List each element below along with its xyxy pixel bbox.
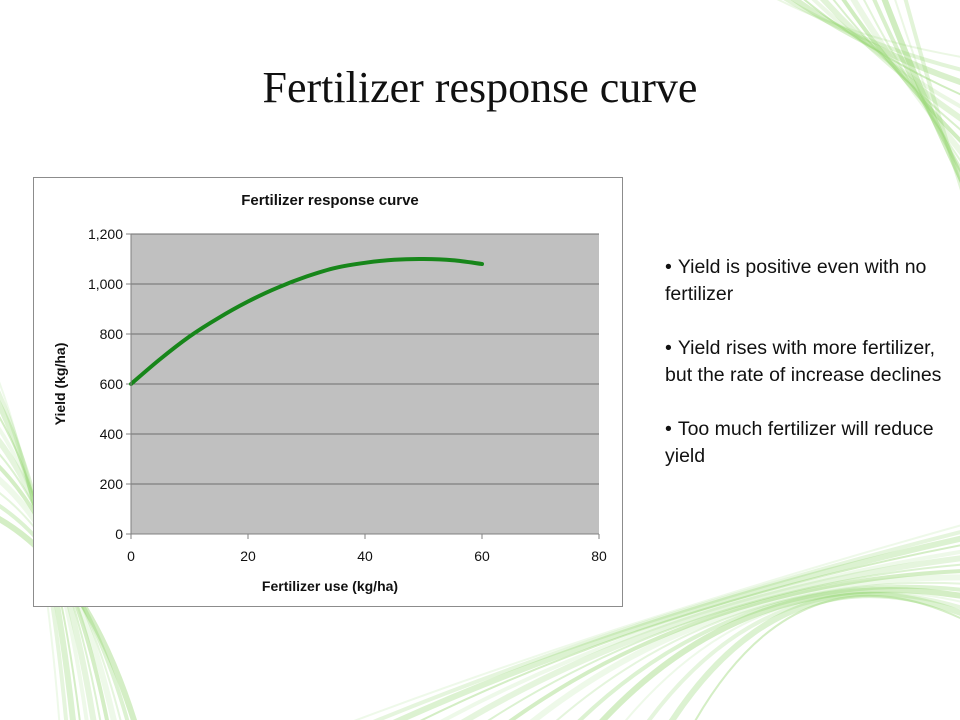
series-line xyxy=(129,256,484,386)
decor-bottom-right xyxy=(353,524,960,720)
decor-stroke xyxy=(353,524,960,720)
series-layer xyxy=(129,256,484,386)
decor-stroke xyxy=(460,555,960,720)
decor-stroke xyxy=(440,549,960,720)
decor-stroke xyxy=(783,0,960,72)
decor-stroke xyxy=(863,0,960,162)
y-tick-label: 800 xyxy=(100,326,124,342)
decor-stroke xyxy=(776,0,960,58)
bullet-item: • Too much fertilizer will reduce yield xyxy=(665,418,934,467)
decor-stroke xyxy=(894,0,960,184)
y-tick-label: 200 xyxy=(100,476,124,492)
y-tick-label: 0 xyxy=(115,526,123,542)
decor-stroke xyxy=(487,563,960,720)
bullet-text: Too much fertilizer will reduce yield xyxy=(665,418,934,467)
decor-stroke xyxy=(832,0,960,131)
decor-stroke xyxy=(508,569,960,720)
bullet-text: Yield is positive even with no fertilize… xyxy=(665,256,927,305)
y-tick-label: 1,000 xyxy=(88,276,123,292)
decor-stroke xyxy=(850,0,960,156)
decor-stroke xyxy=(694,594,960,720)
decor-stroke xyxy=(668,592,960,720)
decor-stroke xyxy=(392,535,960,720)
x-tick-label: 0 xyxy=(127,548,135,564)
gridlines xyxy=(131,233,599,535)
decor-stroke xyxy=(646,591,960,720)
bullet-list: • Yield is positive even with no fertiliz… xyxy=(665,254,945,497)
decor-stroke xyxy=(881,0,960,183)
x-tick-label: 20 xyxy=(240,548,256,564)
decor-stroke xyxy=(625,591,960,720)
chart-frame: Fertilizer response curve 0 200 400 600 800 1… xyxy=(33,177,623,607)
y-tick-label: 600 xyxy=(100,376,124,392)
decor-stroke xyxy=(903,0,960,191)
decor-stroke xyxy=(555,581,960,720)
y-tick-label: 1,200 xyxy=(88,226,123,242)
chart: Fertilizer response curve 02004006008001… xyxy=(52,192,607,594)
bullet-item: • Yield rises with more fertilizer, but t… xyxy=(665,337,942,386)
decor-stroke xyxy=(419,544,960,720)
decor-stroke xyxy=(790,0,960,86)
decor-stroke xyxy=(819,0,960,122)
decor-top-right xyxy=(776,0,960,191)
x-tick-label: 60 xyxy=(474,548,490,564)
y-tick-labels: 0 200 400 600 800 1,000 1,200 xyxy=(88,226,131,542)
decor-stroke xyxy=(372,530,960,720)
bullet-text: Yield rises with more fertilizer, but th… xyxy=(665,337,942,386)
decor-stroke xyxy=(803,0,960,96)
x-tick-label: 80 xyxy=(591,548,607,564)
y-tick-label: 400 xyxy=(100,426,124,442)
decor-stroke xyxy=(0,381,61,720)
decor-stroke xyxy=(872,0,960,173)
x-tick-label: 40 xyxy=(357,548,373,564)
decor-stroke xyxy=(577,585,960,720)
chart-title: Fertilizer response curve xyxy=(241,192,419,209)
x-tick-labels: 0 20 40 60 80 xyxy=(127,534,607,564)
decor-stroke xyxy=(811,0,960,109)
bullet-item: • Yield is positive even with no fertiliz… xyxy=(665,256,927,305)
decor-stroke xyxy=(599,587,960,720)
x-axis-label: Fertilizer use (kg/ha) xyxy=(262,578,398,594)
y-axis-label: Yield (kg/ha) xyxy=(52,343,68,426)
decor-stroke xyxy=(529,574,960,720)
slide-title: Fertilizer response curve xyxy=(262,63,698,112)
